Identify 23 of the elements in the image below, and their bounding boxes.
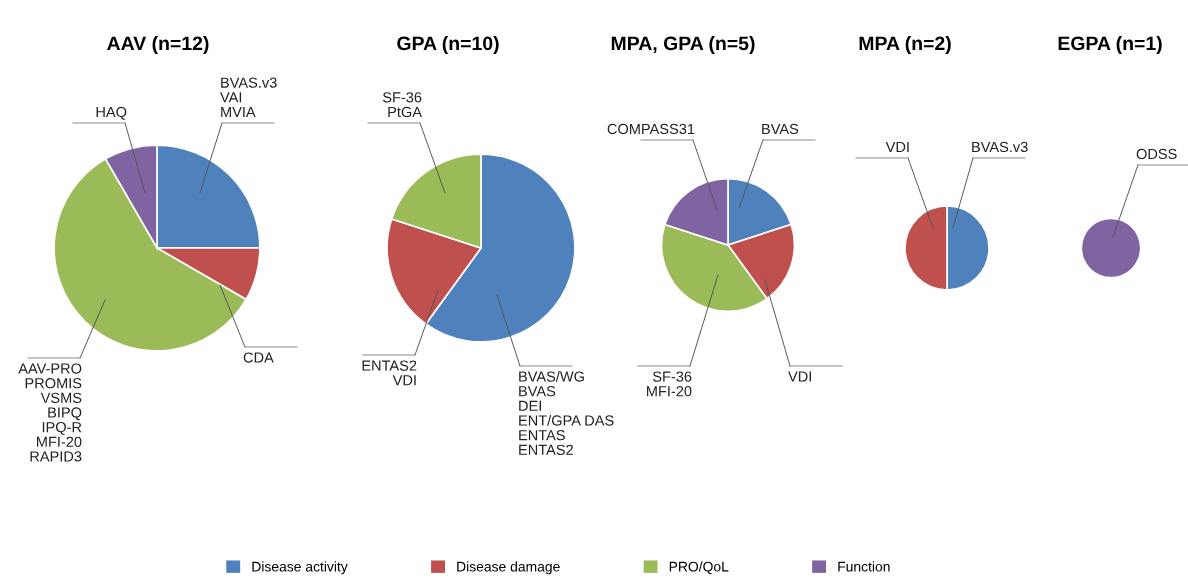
chart-title: GPA (n=10)	[397, 35, 499, 55]
data-label: AAV-PRO PROMIS VSMS BIPQ IPQ-R MFI-20 RAPID3	[18, 363, 82, 462]
chart-title: AAV (n=12)	[107, 35, 209, 55]
chart-title: MPA, GPA (n=5)	[611, 35, 755, 55]
data-label: SF-36 MFI-20	[647, 371, 692, 397]
data-label: BVAS/WG BVAS DEI ENT/GPA DAS ENTAS ENTAS2	[519, 371, 614, 455]
data-label: ODSS	[1136, 148, 1177, 160]
legend-label: Disease damage	[457, 561, 560, 575]
chart-title: MPA (n=2)	[859, 35, 951, 55]
data-label: BVAS.v3	[972, 141, 1028, 153]
legend-label: PRO/QoL	[669, 561, 729, 575]
data-label: CDA	[243, 352, 274, 363]
data-label: COMPASS31	[607, 123, 695, 135]
legend-label: Disease activity	[252, 561, 348, 575]
data-label: BVAS	[762, 123, 799, 135]
legend-label: Function	[838, 561, 890, 572]
data-label: VDI	[885, 141, 909, 152]
data-label: ENTAS2 VDI	[362, 360, 417, 386]
data-label: SF-36 PtGA	[382, 92, 422, 118]
chart-title: EGPA (n=1)	[1058, 35, 1162, 55]
data-label: VDI	[788, 371, 811, 382]
data-label: HAQ	[96, 106, 127, 120]
data-label: BVAS.v3 VAI MVIA	[220, 77, 277, 117]
